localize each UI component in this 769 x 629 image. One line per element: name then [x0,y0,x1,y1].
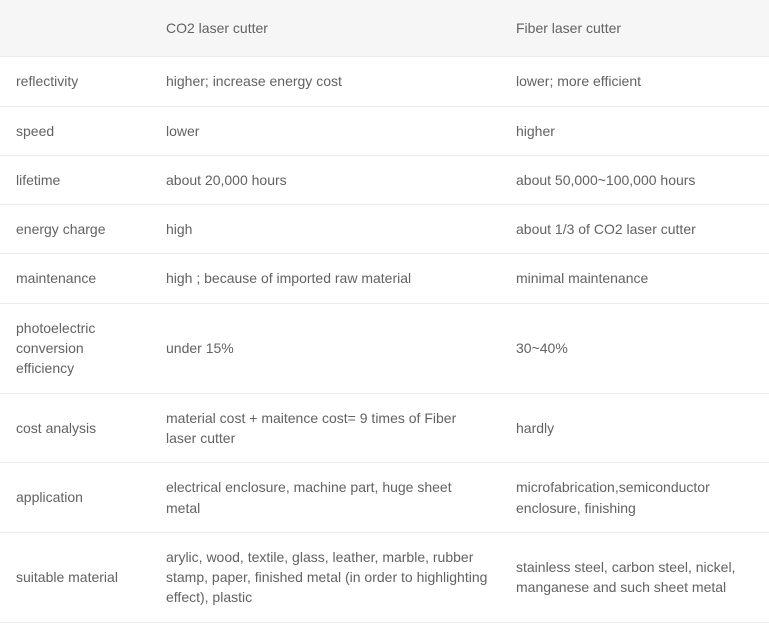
table-header: CO2 laser cutter Fiber laser cutter [0,0,769,57]
row-label: cost analysis [0,393,150,463]
cell-co2: higher; increase energy cost [150,57,500,106]
table-row: lifetime about 20,000 hours about 50,000… [0,155,769,204]
cell-fiber: minimal maintenance [500,254,769,303]
table-row: energy charge high about 1/3 of CO2 lase… [0,205,769,254]
table-row: reflectivity higher; increase energy cos… [0,57,769,106]
table-row: application electrical enclosure, machin… [0,463,769,533]
row-label: lifetime [0,155,150,204]
cell-co2: high ; because of imported raw material [150,254,500,303]
table-row: suitable material arylic, wood, textile,… [0,532,769,622]
cell-co2: under 15% [150,303,500,393]
cell-fiber: lower; more efficient [500,57,769,106]
cell-fiber: higher [500,106,769,155]
row-label: speed [0,106,150,155]
cell-fiber: 30~40% [500,303,769,393]
cell-co2: about 20,000 hours [150,155,500,204]
table-body: reflectivity higher; increase energy cos… [0,57,769,622]
row-label: maintenance [0,254,150,303]
row-label: reflectivity [0,57,150,106]
cell-co2: high [150,205,500,254]
table-row: cost analysis material cost + maitence c… [0,393,769,463]
row-label: photoelectric conversion efficiency [0,303,150,393]
cell-fiber: microfabrication,semiconductor enclosure… [500,463,769,533]
cell-fiber: about 50,000~100,000 hours [500,155,769,204]
row-label: energy charge [0,205,150,254]
cell-fiber: about 1/3 of CO2 laser cutter [500,205,769,254]
cell-fiber: hardly [500,393,769,463]
cell-fiber: stainless steel, carbon steel, nickel, m… [500,532,769,622]
header-cell-fiber: Fiber laser cutter [500,0,769,57]
header-cell-empty [0,0,150,57]
table-row: photoelectric conversion efficiency unde… [0,303,769,393]
table-row: speed lower higher [0,106,769,155]
cell-co2: arylic, wood, textile, glass, leather, m… [150,532,500,622]
row-label: suitable material [0,532,150,622]
header-cell-co2: CO2 laser cutter [150,0,500,57]
cell-co2: material cost + maitence cost= 9 times o… [150,393,500,463]
cell-co2: electrical enclosure, machine part, huge… [150,463,500,533]
comparison-table: CO2 laser cutter Fiber laser cutter refl… [0,0,769,623]
table-row: maintenance high ; because of imported r… [0,254,769,303]
cell-co2: lower [150,106,500,155]
row-label: application [0,463,150,533]
